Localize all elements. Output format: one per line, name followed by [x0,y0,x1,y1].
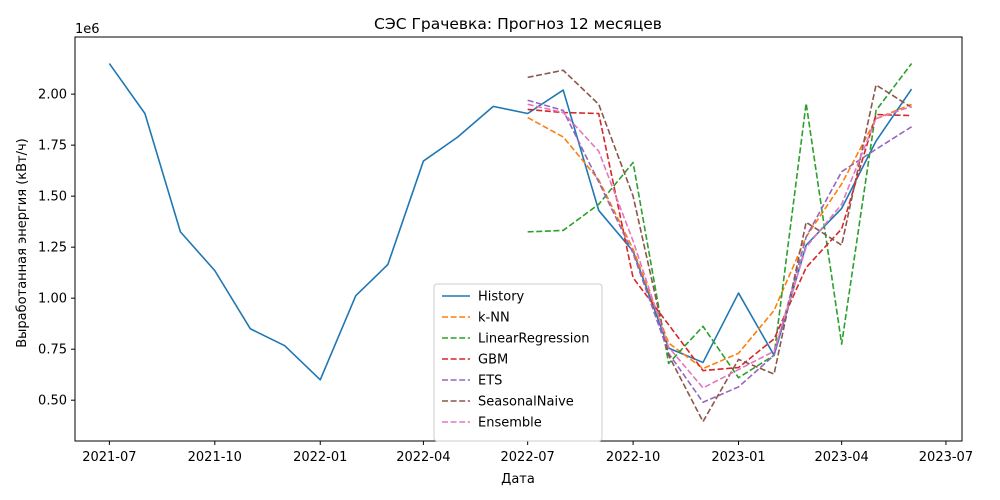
series-line-seasonalnaive [527,69,913,423]
legend: History k-NN LinearRegression GBM ETS Seasona… [433,283,603,442]
series-line-ensemble [527,103,912,389]
legend-label: History [478,290,525,305]
legend-label: GBM [478,353,508,368]
legend-label: k-NN [478,311,510,326]
y-multiplier-label: 1e6 [75,22,100,37]
legend-label: SeasonalNaive [478,395,574,410]
x-axis-label: Дата [501,472,535,487]
x-tick-label: 2022-01 [293,450,347,465]
y-tick-label: 1.75 [38,139,67,154]
legend-label: Ensemble [478,416,542,431]
series-line-linearregression [527,63,913,379]
x-tick-label: 2021-07 [82,450,136,465]
x-tick-label: 2021-10 [188,450,242,465]
x-tick-label: 2022-04 [396,450,450,465]
x-tick-label: 2023-07 [919,450,973,465]
legend-label: LinearRegression [478,332,590,347]
series-line-ets [527,99,913,404]
y-tick-label: 1.50 [38,190,67,205]
legend-label: ETS [478,374,502,389]
x-tick-label: 2022-07 [501,450,555,465]
series-layer [108,63,913,423]
y-axis-label: Выработанная энергия (кВт/ч) [15,138,30,348]
y-tick-label: 2.00 [38,88,67,103]
y-tick-label: 0.75 [38,343,67,358]
series-line-k-nn [527,103,912,370]
y-axis-ticks: 0.50 0.75 1.00 1.25 1.50 1.75 2.00 [38,88,75,409]
series-line-gbm [527,108,912,372]
x-axis-ticks: 2021-07 2021-10 2022-01 2022-04 2022-07 2022-… [82,441,973,465]
y-tick-label: 1.25 [38,241,67,256]
y-tick-label: 1.00 [38,292,67,307]
x-tick-label: 2023-01 [711,450,765,465]
chart-title: СЭС Грачевка: Прогноз 12 месяцев [374,15,662,33]
x-tick-label: 2023-04 [815,450,869,465]
legend-frame [433,283,603,442]
y-tick-label: 0.50 [38,394,67,409]
x-tick-label: 2022-10 [606,450,660,465]
